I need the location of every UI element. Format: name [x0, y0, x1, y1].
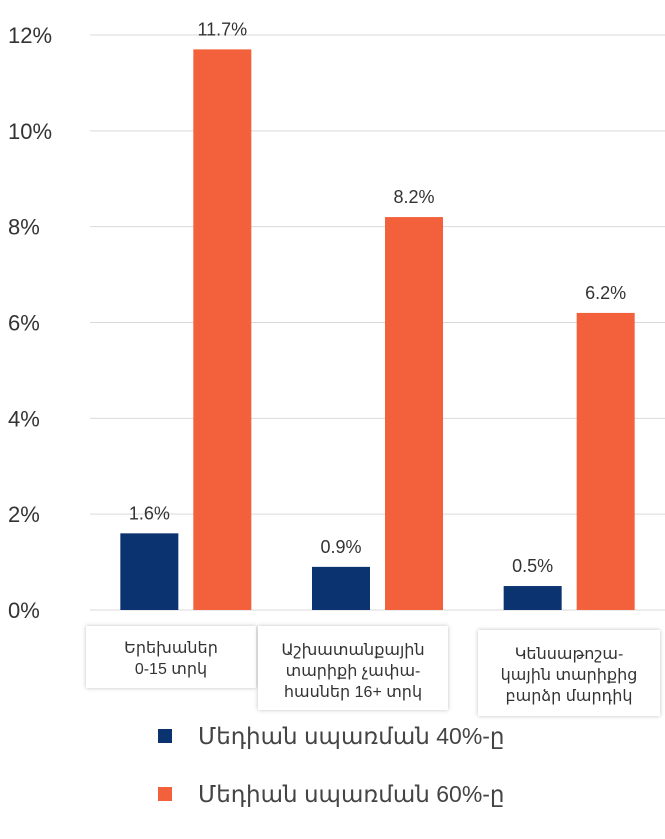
- data-label: 8.2%: [393, 187, 434, 207]
- category-label-line: կային տարիքից: [500, 667, 638, 684]
- y-tick-label: 4%: [8, 406, 40, 431]
- y-tick-label: 6%: [8, 311, 40, 336]
- bar-chart: 0% 2% 4% 6% 8% 10% 12% 1.6% 11.7% 0.9% 8.2% 0.5% 6.…: [8, 19, 665, 623]
- bar-series-60: [193, 49, 252, 610]
- data-label: 0.9%: [320, 537, 361, 557]
- legend-label-60: Մեդիան սպառման 60%-ը: [198, 780, 505, 807]
- category-label-line: 0-15 տրկ: [134, 661, 208, 678]
- data-label: 6.2%: [585, 283, 626, 303]
- category-label: Երեխաներ 0-15 տրկ: [86, 626, 256, 688]
- legend-swatch-40: [158, 729, 172, 743]
- legend: Մեդիան սպառման 40%-ը Մեդիան սպառման 60%-…: [158, 716, 505, 832]
- bar-series-40: [120, 533, 179, 610]
- category-label-line: տարիքի չափա-: [285, 663, 421, 680]
- category-label-line: Կենսաթոշա-: [514, 646, 624, 663]
- data-label: 11.7%: [197, 19, 247, 39]
- bar-series-40: [312, 566, 370, 610]
- category-label-line: բարձր մարդիկ: [505, 688, 633, 705]
- data-label: 1.6%: [129, 503, 170, 523]
- y-axis: 0% 2% 4% 6% 8% 10% 12%: [8, 23, 52, 623]
- bar-series-40: [503, 586, 562, 610]
- legend-item-40[interactable]: Մեդիան սպառման 40%-ը: [158, 716, 505, 756]
- category-label-line: հասներ 16+ տրկ: [283, 684, 423, 701]
- bars: [120, 49, 635, 611]
- y-tick-label: 10%: [8, 119, 52, 144]
- category-label-line: Աշխատանքային: [281, 642, 425, 659]
- y-tick-label: 8%: [8, 215, 40, 240]
- y-tick-label: 2%: [8, 502, 40, 527]
- legend-label-40: Մեդիան սպառման 40%-ը: [198, 722, 505, 749]
- data-label: 0.5%: [512, 556, 553, 576]
- category-label-line: Երեխաներ: [124, 640, 218, 657]
- bar-series-60: [385, 217, 443, 611]
- gridlines: [90, 34, 665, 611]
- legend-swatch-60: [158, 787, 172, 801]
- y-tick-label: 0%: [8, 598, 40, 623]
- bar-series-60: [576, 312, 635, 610]
- data-labels: 1.6% 11.7% 0.9% 8.2% 0.5% 6.2%: [129, 19, 626, 576]
- y-tick-label: 12%: [8, 23, 52, 48]
- category-label: Կենսաթոշա-կային տարիքից բարձր մարդիկ: [478, 630, 660, 716]
- category-label: Աշխատանքային տարիքի չափա-հասներ 16+ տրկ: [258, 626, 448, 710]
- legend-item-60[interactable]: Մեդիան սպառման 60%-ը: [158, 774, 505, 814]
